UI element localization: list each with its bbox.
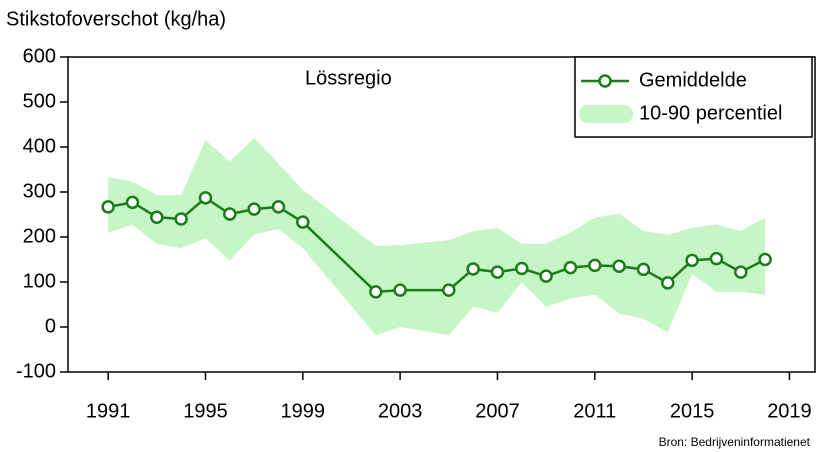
mean-point bbox=[442, 283, 456, 297]
legend-label: 10-90 percentiel bbox=[639, 102, 782, 124]
percentile-band bbox=[108, 138, 766, 336]
y-tick-label: 300 bbox=[23, 180, 56, 202]
legend-label: Gemiddelde bbox=[639, 69, 747, 91]
x-tick-label: 1999 bbox=[281, 400, 326, 422]
annotation: Lössregio bbox=[305, 67, 392, 89]
y-tick-label: 500 bbox=[23, 90, 56, 112]
y-tick-label: 200 bbox=[23, 225, 56, 247]
x-tick-label: 2019 bbox=[767, 400, 812, 422]
mean-point bbox=[125, 195, 140, 210]
mean-point bbox=[661, 276, 675, 290]
mean-point bbox=[223, 207, 237, 221]
mean-point bbox=[271, 200, 286, 214]
mean-point bbox=[369, 285, 383, 299]
mean-point bbox=[685, 253, 699, 268]
legend-marker bbox=[598, 74, 612, 88]
mean-point bbox=[612, 259, 626, 273]
mean-point bbox=[174, 212, 188, 226]
mean-point bbox=[490, 265, 505, 279]
mean-point bbox=[466, 262, 480, 276]
chart-title: Stikstofoverschot (kg/ha) bbox=[6, 8, 226, 30]
mean-point bbox=[734, 265, 748, 279]
mean-point bbox=[563, 260, 578, 275]
x-tick-label: 2003 bbox=[378, 400, 423, 422]
y-tick-label: -100 bbox=[16, 360, 56, 382]
x-tick-label: 2011 bbox=[573, 400, 616, 422]
y-tick-label: 0 bbox=[45, 315, 56, 337]
mean-point bbox=[296, 215, 310, 229]
legend-swatch bbox=[579, 105, 633, 123]
mean-point bbox=[515, 261, 529, 276]
y-tick-label: 600 bbox=[23, 45, 56, 67]
mean-point bbox=[198, 191, 213, 205]
x-tick-label: 2015 bbox=[670, 400, 715, 422]
mean-point bbox=[393, 283, 407, 297]
mean-point bbox=[588, 258, 602, 273]
mean-point bbox=[709, 251, 724, 266]
legend-box bbox=[574, 56, 813, 138]
x-tick-label: 1995 bbox=[183, 400, 228, 422]
plot-frame bbox=[67, 56, 816, 373]
mean-point bbox=[101, 200, 115, 214]
mean-point bbox=[636, 262, 651, 277]
mean-point bbox=[539, 269, 553, 283]
y-tick-label: 100 bbox=[23, 270, 56, 292]
source: Bron: Bedrijveninformatienet bbox=[659, 435, 811, 449]
mean-point bbox=[758, 252, 772, 267]
x-tick-label: 1991 bbox=[86, 400, 131, 422]
mean-point bbox=[150, 210, 164, 224]
mean-point bbox=[247, 202, 261, 216]
y-tick-label: 400 bbox=[23, 135, 56, 157]
x-tick-label: 2007 bbox=[475, 400, 520, 422]
